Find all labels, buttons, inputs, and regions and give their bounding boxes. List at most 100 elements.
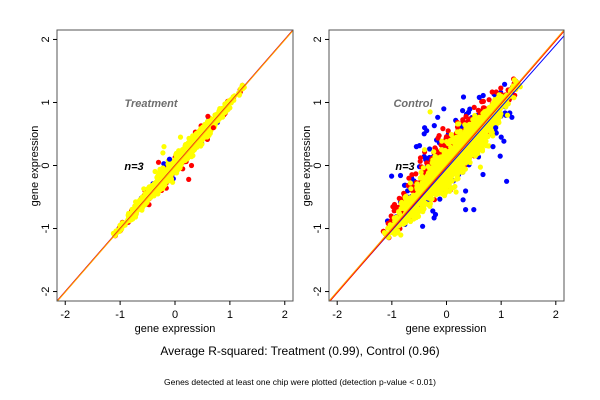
- outlier-point: [476, 94, 482, 100]
- yellow-point: [501, 102, 507, 108]
- blue-point: [480, 171, 486, 178]
- reference-line: [329, 30, 564, 301]
- yellow-point: [478, 116, 484, 122]
- red-point: [391, 208, 397, 214]
- yellow-point: [433, 159, 439, 165]
- yellow-point: [511, 77, 517, 83]
- yellow-point: [462, 153, 468, 160]
- outlier-point: [413, 144, 419, 150]
- yellow-point: [466, 146, 472, 152]
- yellow-point: [129, 206, 135, 212]
- treatment-reference-lines: [57, 30, 293, 301]
- blue-point: [465, 109, 472, 115]
- yellow-point: [212, 112, 218, 118]
- blue-point: [502, 81, 508, 87]
- y-tick-label: 0: [312, 162, 324, 168]
- yellow-point: [427, 203, 433, 209]
- yellow-point: [406, 200, 412, 206]
- yellow-point: [441, 193, 448, 199]
- yellow-point: [399, 199, 405, 205]
- outlier-point: [441, 106, 447, 112]
- treatment-y-label: gene expression: [29, 126, 41, 207]
- red-point: [413, 171, 419, 177]
- yellow-point: [457, 165, 463, 171]
- outlier-point: [471, 207, 477, 213]
- blue-point: [431, 123, 437, 129]
- blue-point: [480, 92, 486, 99]
- blue-point: [427, 146, 433, 152]
- yellow-point: [450, 135, 456, 141]
- outlier-point: [498, 134, 504, 140]
- blue-point: [463, 188, 469, 194]
- red-point: [406, 175, 412, 181]
- yellow-point: [438, 159, 445, 165]
- yellow-point: [155, 180, 161, 186]
- yellow-point: [398, 232, 404, 238]
- y-tick-label: 2: [40, 36, 52, 42]
- yellow-point: [468, 130, 474, 136]
- control-y-label: gene expression: [301, 126, 313, 207]
- yellow-point: [451, 161, 457, 167]
- outlier-point: [155, 159, 162, 165]
- red-point: [445, 128, 451, 134]
- yellow-point: [464, 134, 470, 140]
- outlier-point: [463, 207, 469, 213]
- yellow-point: [406, 217, 412, 223]
- yellow-point: [418, 169, 424, 175]
- yellow-point: [479, 131, 485, 137]
- yellow-point: [199, 141, 205, 147]
- reference-line: [329, 30, 564, 301]
- yellow-point: [422, 200, 428, 206]
- yellow-point: [453, 189, 459, 195]
- y-tick-label: 0: [40, 162, 52, 168]
- red-point: [443, 134, 450, 140]
- yellow-point: [412, 192, 418, 198]
- blue-point: [389, 173, 395, 179]
- control-x-label: gene expression: [406, 323, 487, 335]
- x-tick-label: 0: [443, 309, 449, 321]
- yellow-point: [393, 214, 399, 220]
- yellow-point: [450, 185, 456, 191]
- x-tick-label: -2: [332, 309, 342, 321]
- x-tick-label: -1: [387, 309, 397, 321]
- yellow-point: [231, 93, 238, 99]
- blue-point: [435, 114, 441, 120]
- yellow-point: [481, 124, 487, 130]
- blue-point: [420, 223, 426, 229]
- blue-point: [509, 114, 515, 120]
- yellow-point: [414, 204, 420, 210]
- outlier-point: [493, 125, 499, 131]
- yellow-point: [240, 83, 246, 89]
- yellow-point: [468, 124, 474, 130]
- yellow-point: [141, 186, 147, 192]
- yellow-point: [454, 173, 460, 179]
- yellow-point: [408, 186, 414, 192]
- yellow-point: [172, 169, 178, 175]
- yellow-point: [401, 206, 407, 212]
- red-point: [498, 85, 504, 91]
- red-point: [471, 104, 477, 110]
- yellow-point: [462, 122, 468, 128]
- y-tick-label: 1: [40, 99, 52, 105]
- yellow-point: [420, 165, 426, 171]
- yellow-point: [402, 194, 408, 200]
- reference-line: [57, 30, 293, 301]
- yellow-point: [454, 142, 461, 148]
- red-point: [486, 97, 492, 103]
- blue-point: [460, 197, 466, 203]
- yellow-point: [429, 189, 435, 195]
- control-x-axis: -2 -1 0 1 2: [332, 301, 559, 321]
- yellow-point: [490, 133, 496, 139]
- blue-point: [437, 196, 443, 202]
- yellow-point: [452, 168, 458, 174]
- yellow-point: [457, 136, 463, 142]
- yellow-point: [414, 181, 420, 188]
- control-y-axis: -2 -1 0 1 2: [312, 36, 329, 296]
- yellow-point: [154, 174, 160, 181]
- yellow-point: [396, 209, 402, 215]
- yellow-point: [137, 197, 143, 203]
- yellow-point: [186, 153, 192, 160]
- x-tick-label: 2: [553, 309, 559, 321]
- yellow-point: [470, 117, 476, 123]
